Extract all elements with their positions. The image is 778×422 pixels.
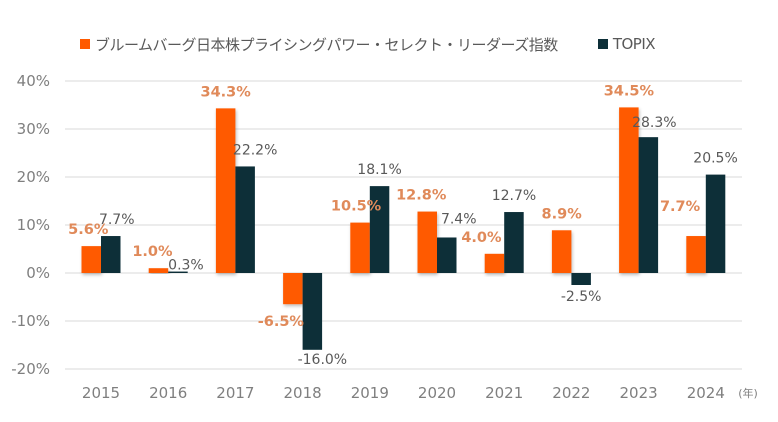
data-label-topix: -16.0% <box>298 352 348 368</box>
legend-item-series-a: ブルームバーグ日本株プライシングパワー・セレクト・リーダーズ指数 <box>80 34 558 55</box>
y-tick-label: 30% <box>17 120 50 138</box>
data-label-series-a: 12.8% <box>396 188 447 204</box>
data-labels: 5.6%7.7%1.0%0.3%34.3%22.2%-6.5%-16.0%10.… <box>68 83 738 367</box>
legend-swatch-series-a <box>80 39 90 49</box>
bar-series-a <box>148 268 169 273</box>
bar-topix <box>168 271 188 273</box>
data-label-series-a: -6.5% <box>258 314 305 330</box>
data-label-series-a: 5.6% <box>68 222 109 238</box>
data-label-topix: 28.3% <box>632 115 676 131</box>
bars <box>81 107 726 350</box>
bar-series-a <box>215 108 236 273</box>
x-axis: 2015 2016 2017 2018 2019 2020 2021 2022 2023 2024… <box>82 384 758 402</box>
x-tick-label: 2021 <box>485 384 523 402</box>
data-label-topix: 7.7% <box>99 212 135 228</box>
x-tick-label: 2019 <box>351 384 389 402</box>
data-label-series-a: 34.3% <box>200 84 251 100</box>
legend-label-topix: TOPIX <box>612 35 656 53</box>
data-label-topix: 7.4% <box>441 211 477 227</box>
bar-topix <box>571 273 591 285</box>
bar-series-a <box>81 246 101 273</box>
y-tick-label: 20% <box>17 168 50 186</box>
legend-item-topix: TOPIX <box>597 35 656 53</box>
legend-swatch-topix <box>597 39 608 49</box>
bar-series-a <box>283 273 303 305</box>
data-label-series-a: 34.5% <box>604 83 655 99</box>
x-tick-label: 2020 <box>418 384 456 402</box>
bar-topix <box>235 166 255 273</box>
y-axis: 40% 30% 20% 10% 0% -10% -20% <box>11 72 50 378</box>
y-tick-label: -20% <box>11 360 50 378</box>
bar-topix <box>302 273 323 350</box>
bar-series-a <box>551 230 572 273</box>
data-label-topix: 12.7% <box>492 188 536 204</box>
bar-topix <box>101 236 121 273</box>
bar-topix <box>504 212 524 273</box>
bar-topix <box>437 237 457 273</box>
bar-series-a <box>417 211 437 273</box>
data-label-topix: 18.1% <box>357 162 401 178</box>
data-label-topix: 0.3% <box>168 258 204 274</box>
bar-series-a <box>484 253 505 273</box>
data-label-series-a: 1.0% <box>132 244 173 260</box>
bar-series-a <box>350 222 370 273</box>
data-label-topix: 22.2% <box>233 142 277 158</box>
x-axis-unit-label: (年) <box>738 386 758 400</box>
x-tick-label: 2016 <box>149 384 187 402</box>
y-tick-label: 10% <box>17 216 50 234</box>
bar-topix <box>369 186 390 273</box>
bar-series-a <box>686 236 706 273</box>
y-tick-label: 40% <box>17 72 50 90</box>
data-label-series-a: 4.0% <box>461 230 502 246</box>
data-label-topix: -2.5% <box>561 289 602 305</box>
y-tick-label: -10% <box>11 312 50 330</box>
legend: ブルームバーグ日本株プライシングパワー・セレクト・リーダーズ指数 TOPIX <box>80 33 695 55</box>
data-label-topix: 20.5% <box>693 151 737 167</box>
data-label-series-a: 7.7% <box>660 199 701 215</box>
bar-topix <box>638 137 659 273</box>
x-tick-label: 2017 <box>216 384 254 402</box>
bar-series-a <box>619 107 639 274</box>
data-label-series-a: 8.9% <box>542 206 583 222</box>
legend-label-series-a: ブルームバーグ日本株プライシングパワー・セレクト・リーダーズ指数 <box>95 35 558 54</box>
x-tick-label: 2023 <box>620 384 658 402</box>
x-tick-label: 2015 <box>82 384 120 402</box>
x-tick-label: 2022 <box>552 384 590 402</box>
x-tick-label: 2024 <box>687 384 725 402</box>
x-tick-label: 2018 <box>284 384 322 402</box>
data-label-series-a: 10.5% <box>331 199 382 215</box>
bar-topix <box>705 174 726 273</box>
y-tick-label: 0% <box>26 264 50 282</box>
